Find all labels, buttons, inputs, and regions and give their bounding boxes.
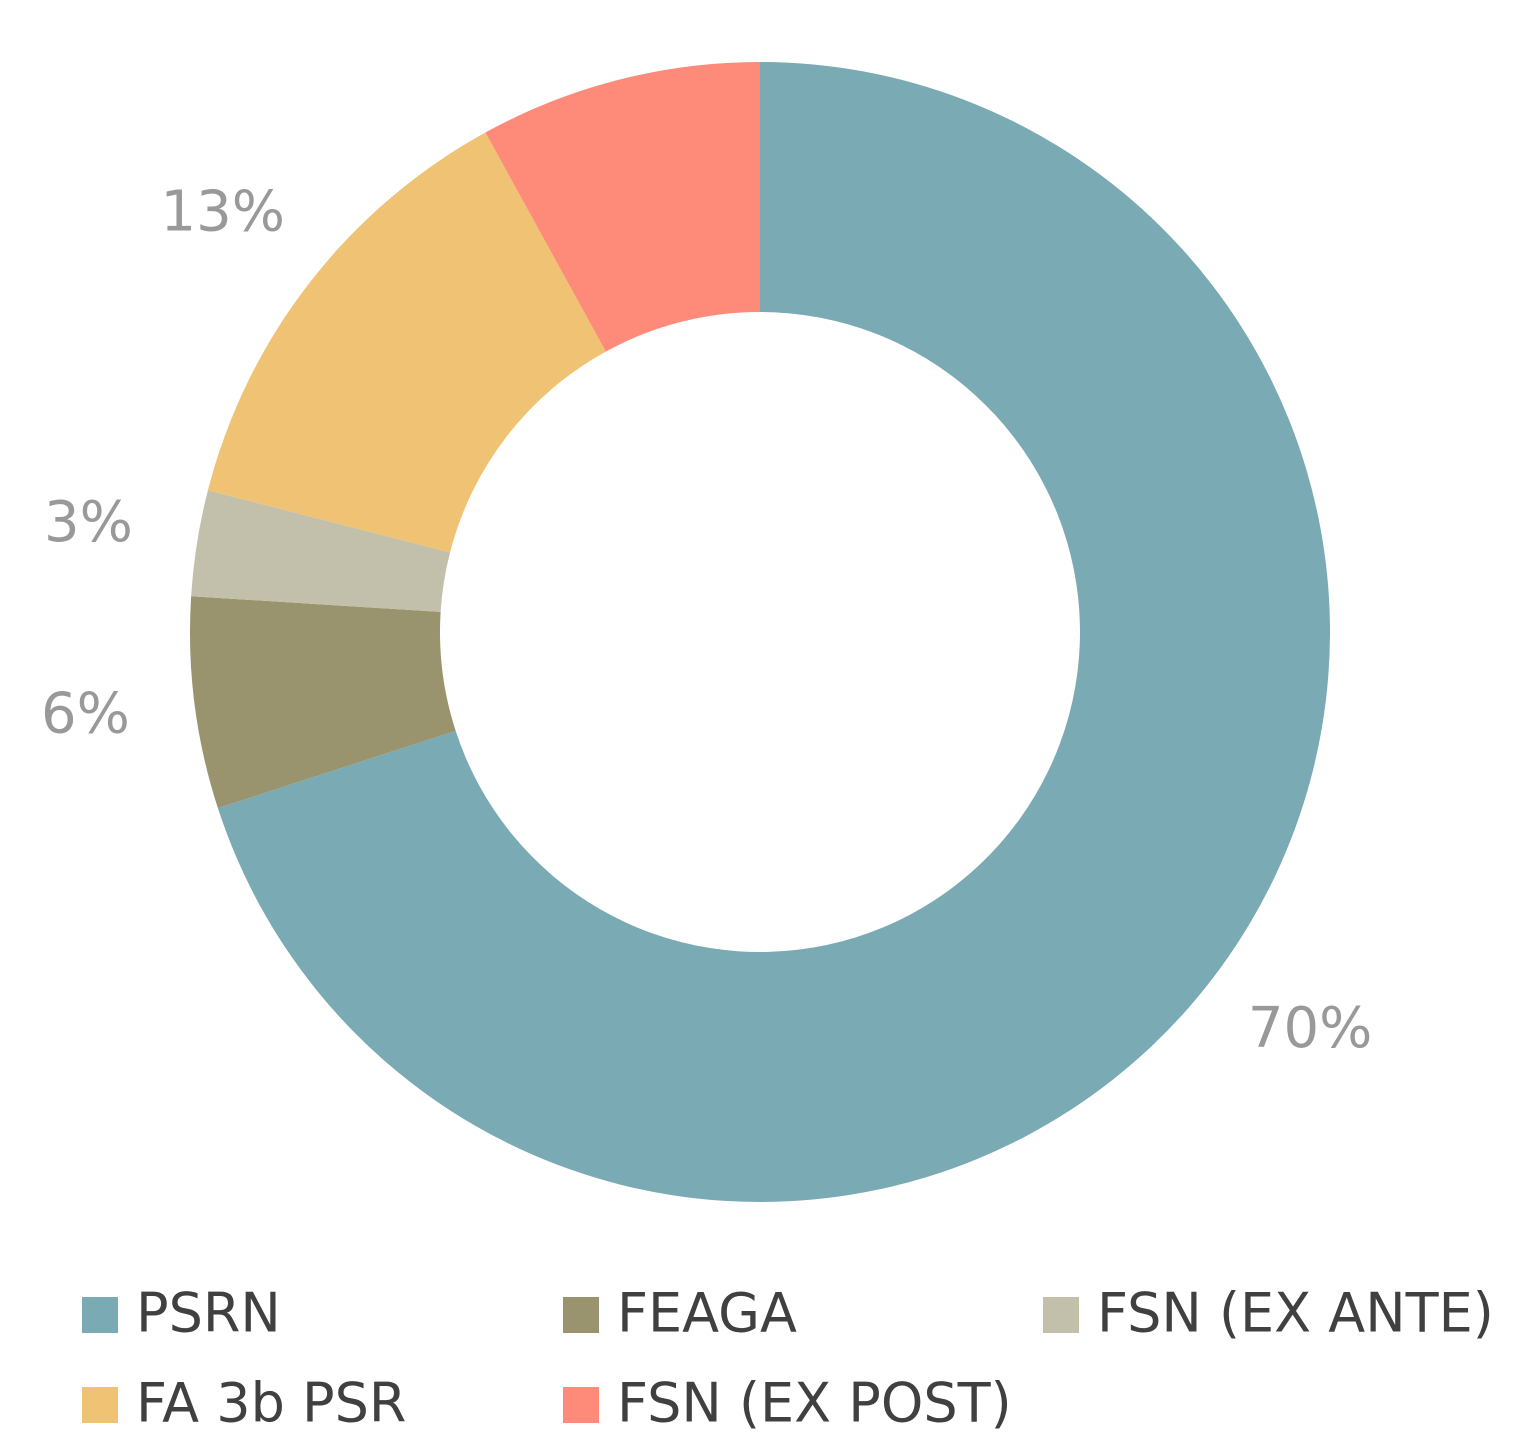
legend-label: FSN (EX ANTE) bbox=[1097, 1282, 1494, 1345]
donut-slice bbox=[189, 596, 456, 809]
legend-swatch bbox=[82, 1297, 118, 1333]
data-label: 6% bbox=[41, 681, 130, 746]
legend-swatch bbox=[563, 1387, 599, 1423]
donut-slice bbox=[207, 132, 606, 553]
legend-label: PSRN bbox=[136, 1282, 281, 1345]
donut-slice bbox=[217, 62, 1330, 1202]
donut-slice bbox=[485, 62, 760, 352]
legend-swatch bbox=[563, 1297, 599, 1333]
legend-label: FA 3b PSR bbox=[136, 1372, 406, 1435]
legend-label: FEAGA bbox=[617, 1282, 797, 1345]
legend-swatch bbox=[82, 1387, 118, 1423]
donut-slice bbox=[191, 490, 451, 612]
data-label: 8% bbox=[546, 0, 635, 3]
data-label: 13% bbox=[160, 179, 284, 244]
data-label: 70% bbox=[1248, 996, 1372, 1061]
data-label: 3% bbox=[44, 490, 133, 555]
legend-label: FSN (EX POST) bbox=[617, 1372, 1012, 1435]
legend-swatch bbox=[1043, 1297, 1079, 1333]
